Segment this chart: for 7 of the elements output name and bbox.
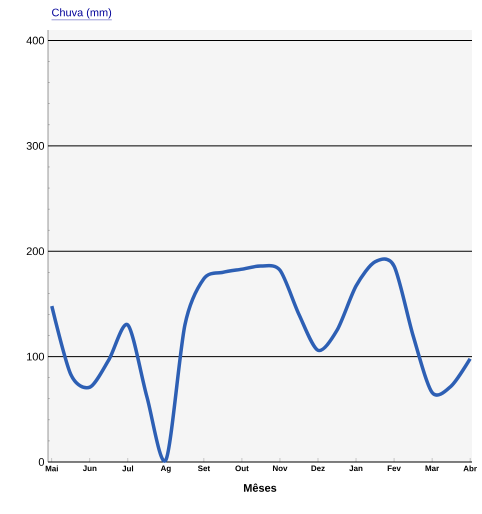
y-tick-label: 0 <box>38 458 44 466</box>
x-axis-title: Mêses <box>244 484 276 492</box>
y-tick-label: 300 <box>26 142 44 150</box>
y-tick-label: 400 <box>26 36 44 44</box>
y-tick-label: 200 <box>26 247 44 256</box>
y-tick-label: 100 <box>27 352 44 361</box>
chart-title: Chuva (mm) <box>52 8 112 19</box>
